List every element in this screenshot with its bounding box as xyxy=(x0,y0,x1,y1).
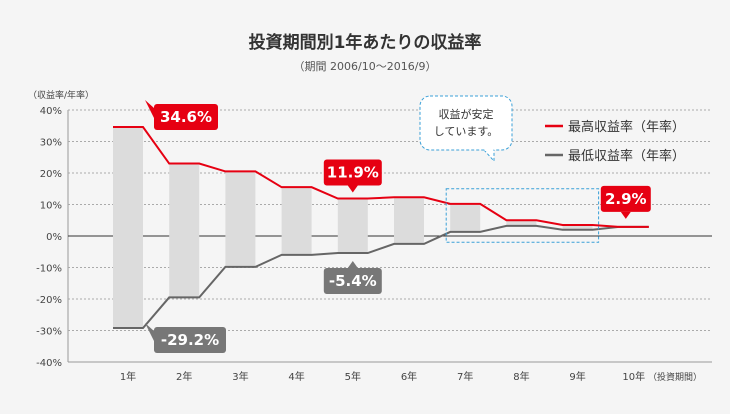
note-text-line: しています。 xyxy=(434,125,499,138)
callout-label: 11.9% xyxy=(323,159,382,193)
note-bubble xyxy=(419,95,513,151)
legend: 最高収益率（年率） 最低収益率（年率） xyxy=(545,119,685,164)
stable-highlight-box xyxy=(445,188,600,243)
note-pointer xyxy=(483,149,495,163)
y-tick-label: 0% xyxy=(46,232,62,243)
series-lines xyxy=(113,126,649,329)
range-bar xyxy=(562,224,593,230)
range-bar xyxy=(394,197,424,244)
y-tick-label: 20% xyxy=(40,169,62,180)
range-bar xyxy=(281,187,312,255)
x-tick-label: 10年 xyxy=(622,370,645,383)
y-tick-label: -30% xyxy=(36,327,62,338)
callout-text: -29.2% xyxy=(161,331,219,349)
x-axis-label: （投資期間） xyxy=(648,371,702,383)
callout-pointer xyxy=(347,185,358,193)
x-ticks: 1年 2年 3年 4年 5年 6年 7年 8年 9年 10年 xyxy=(120,370,645,383)
callout-label: 2.9% xyxy=(600,185,651,219)
x-tick-label: 8年 xyxy=(513,370,529,383)
callout-text: 2.9% xyxy=(605,190,647,208)
range-bars xyxy=(113,127,593,328)
x-tick-label: 3年 xyxy=(232,370,248,383)
chart-title: 投資期間別1年あたりの収益率 xyxy=(249,32,482,53)
x-tick-label: 1年 xyxy=(120,370,136,383)
min-return-line xyxy=(113,224,649,329)
y-tick-label: 40% xyxy=(40,106,62,117)
gridlines xyxy=(67,109,712,363)
max-return-line xyxy=(113,126,649,228)
callout-label: -29.2% xyxy=(145,322,226,353)
legend-label: 最低収益率（年率） xyxy=(568,148,685,164)
x-tick-label: 4年 xyxy=(288,370,304,383)
callout-box xyxy=(154,326,226,353)
x-tick-label: 6年 xyxy=(401,370,417,383)
value-callouts: 34.6% 11.9% 2.9% -5.4% -29.2% xyxy=(145,100,651,353)
range-bar xyxy=(337,198,368,254)
y-ticks: 40% 30% 20% 10% 0% -10% -20% -30% -40% xyxy=(36,106,62,369)
range-bar xyxy=(225,171,256,267)
callout-pointer xyxy=(145,100,154,119)
range-bar xyxy=(113,127,143,328)
note-text-line: 収益が安定 xyxy=(439,107,494,121)
y-tick-label: 30% xyxy=(40,138,62,149)
callout-box xyxy=(323,159,382,186)
legend-label: 最高収益率（年率） xyxy=(568,119,685,135)
stable-dashed-box xyxy=(445,188,600,243)
x-tick-label: 5年 xyxy=(345,370,361,383)
callout-text: -5.4% xyxy=(329,272,377,290)
callout-text: 34.6% xyxy=(160,108,212,126)
callout-box xyxy=(600,185,651,212)
callout-pointer xyxy=(145,322,154,341)
callout-box xyxy=(154,104,218,131)
range-bar xyxy=(169,163,200,298)
y-tick-label: -40% xyxy=(36,358,62,369)
note-pointer-mask xyxy=(484,149,494,151)
y-tick-label: -20% xyxy=(36,295,62,306)
range-bar xyxy=(450,203,481,232)
callout-text: 11.9% xyxy=(327,164,379,182)
y-tick-label: 10% xyxy=(40,201,62,212)
chart-subtitle: （期間 2006/10〜2016/9） xyxy=(294,60,437,73)
callout-box xyxy=(323,268,382,295)
y-tick-label: -10% xyxy=(36,264,62,275)
x-tick-label: 7年 xyxy=(457,370,473,383)
callout-label: 34.6% xyxy=(145,100,218,131)
callout-label: -5.4% xyxy=(323,261,382,295)
callout-pointer xyxy=(347,261,358,269)
x-tick-label: 9年 xyxy=(569,370,585,383)
callout-pointer xyxy=(620,211,631,219)
x-tick-label: 2年 xyxy=(176,370,192,383)
y-axis-label: （収益率/年率） xyxy=(28,89,94,101)
range-bar xyxy=(506,220,537,226)
